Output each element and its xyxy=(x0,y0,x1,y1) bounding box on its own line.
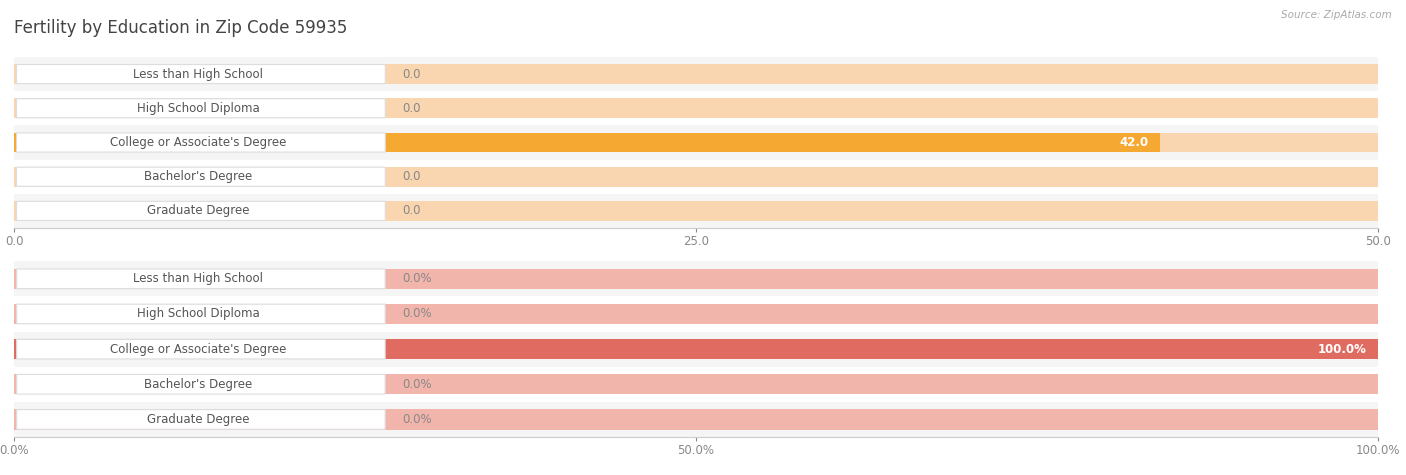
Text: Fertility by Education in Zip Code 59935: Fertility by Education in Zip Code 59935 xyxy=(14,19,347,37)
Text: 0.0: 0.0 xyxy=(402,102,422,115)
Text: 0.0%: 0.0% xyxy=(402,413,433,426)
Text: Bachelor's Degree: Bachelor's Degree xyxy=(143,378,252,391)
Text: 0.0%: 0.0% xyxy=(402,272,433,285)
Text: 0.0: 0.0 xyxy=(402,204,422,218)
Bar xyxy=(14,367,1378,402)
Text: 0.0: 0.0 xyxy=(402,67,422,81)
FancyBboxPatch shape xyxy=(17,167,385,186)
Bar xyxy=(14,402,1378,437)
Bar xyxy=(14,125,1378,160)
Text: High School Diploma: High School Diploma xyxy=(136,307,260,321)
Text: College or Associate's Degree: College or Associate's Degree xyxy=(110,342,287,356)
FancyBboxPatch shape xyxy=(17,201,385,220)
FancyBboxPatch shape xyxy=(17,374,385,394)
Text: Graduate Degree: Graduate Degree xyxy=(146,413,249,426)
Bar xyxy=(14,261,1378,296)
Text: 0.0%: 0.0% xyxy=(402,378,433,391)
Text: Bachelor's Degree: Bachelor's Degree xyxy=(143,170,252,183)
Text: 100.0%: 100.0% xyxy=(1317,342,1367,356)
Bar xyxy=(14,64,1378,84)
Text: 0.0: 0.0 xyxy=(402,170,422,183)
Bar xyxy=(14,194,1378,228)
Text: Less than High School: Less than High School xyxy=(134,272,263,285)
Text: Source: ZipAtlas.com: Source: ZipAtlas.com xyxy=(1281,10,1392,19)
FancyBboxPatch shape xyxy=(17,409,385,429)
Bar xyxy=(14,57,1378,91)
Text: Less than High School: Less than High School xyxy=(134,67,263,81)
Bar xyxy=(14,339,1378,359)
Bar xyxy=(14,296,1378,332)
Bar xyxy=(14,133,1378,152)
FancyBboxPatch shape xyxy=(17,304,385,324)
FancyBboxPatch shape xyxy=(17,133,385,152)
Bar xyxy=(14,201,1378,221)
FancyBboxPatch shape xyxy=(17,339,385,359)
Bar xyxy=(14,91,1378,125)
Text: 0.0%: 0.0% xyxy=(402,307,433,321)
Bar xyxy=(14,167,1378,187)
Bar xyxy=(14,133,1160,152)
Bar xyxy=(14,304,1378,324)
Bar xyxy=(14,374,1378,394)
Bar xyxy=(14,269,1378,289)
Bar xyxy=(14,409,1378,429)
FancyBboxPatch shape xyxy=(17,65,385,84)
FancyBboxPatch shape xyxy=(17,99,385,118)
Text: High School Diploma: High School Diploma xyxy=(136,102,260,115)
Bar xyxy=(14,332,1378,367)
FancyBboxPatch shape xyxy=(17,269,385,289)
Bar xyxy=(14,98,1378,118)
Text: College or Associate's Degree: College or Associate's Degree xyxy=(110,136,287,149)
Text: Graduate Degree: Graduate Degree xyxy=(146,204,249,218)
Text: 42.0: 42.0 xyxy=(1119,136,1149,149)
Bar xyxy=(14,160,1378,194)
Bar xyxy=(14,339,1378,359)
